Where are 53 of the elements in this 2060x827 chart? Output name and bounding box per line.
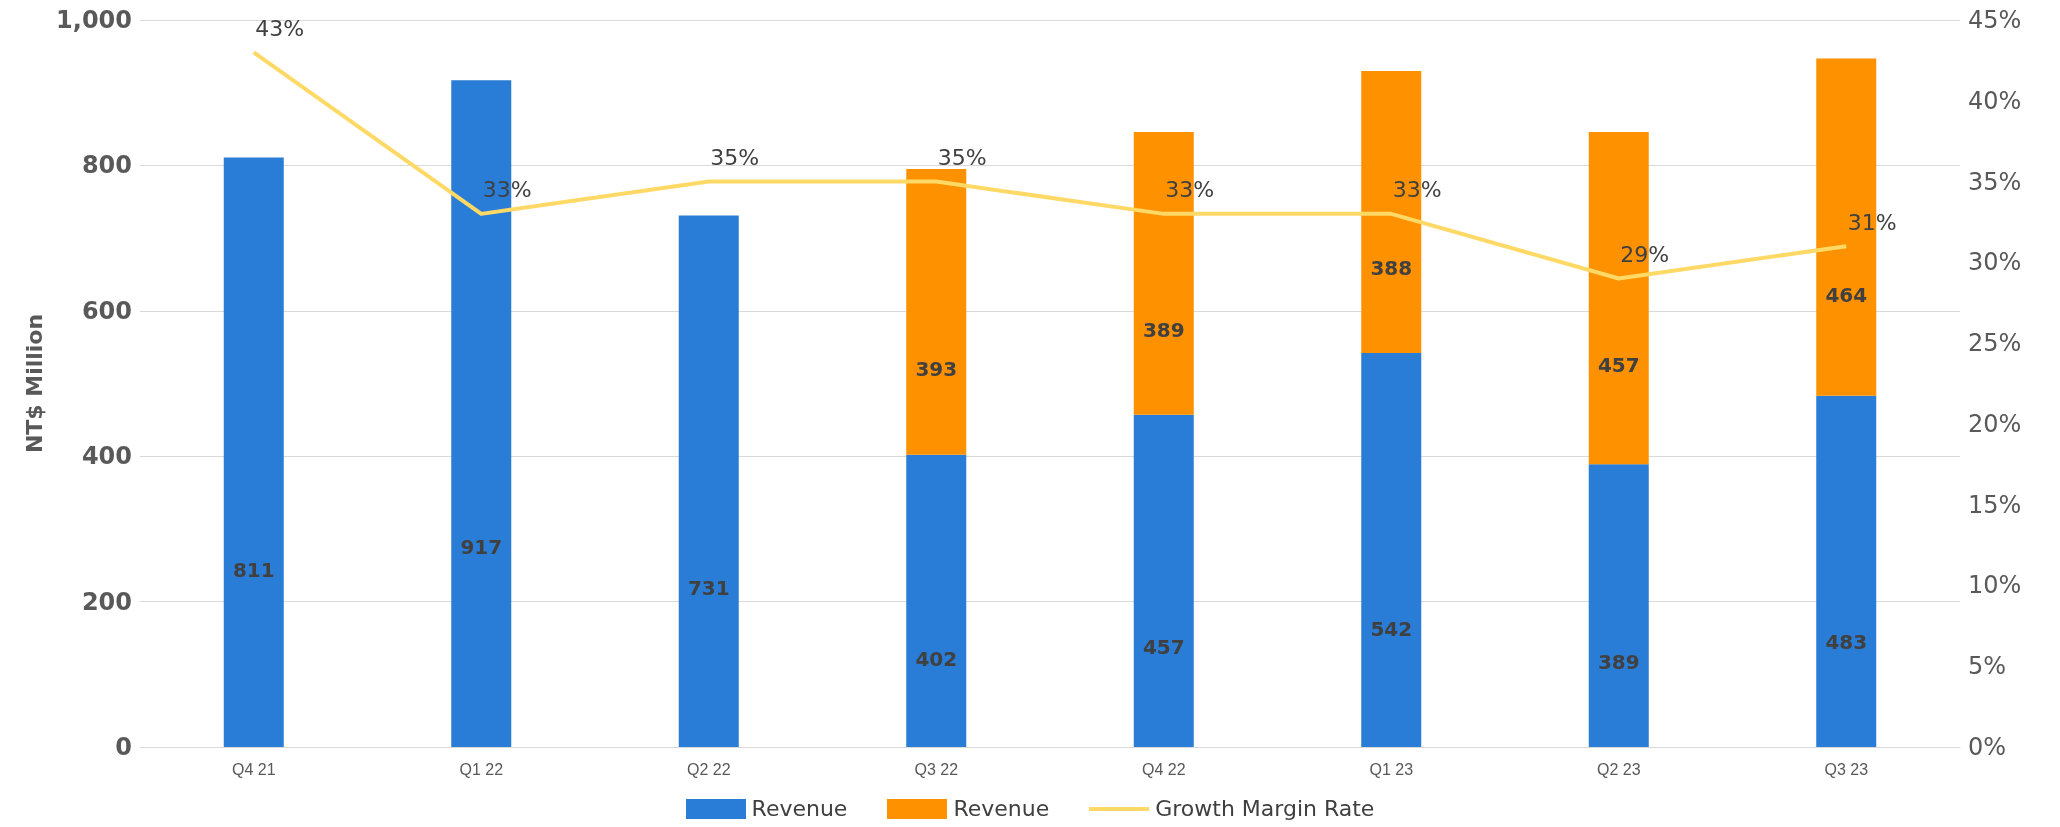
line-series — [251, 50, 1849, 281]
y2-tick-label: 15% — [1968, 490, 2022, 519]
data-label: 388 — [1370, 256, 1413, 281]
bar — [1133, 414, 1194, 747]
y2-tick-label: 20% — [1968, 409, 2022, 438]
x-tick-label: Q4 21 — [231, 760, 276, 778]
data-label: 35% — [710, 145, 760, 171]
y2-tick-label: 25% — [1968, 329, 2022, 358]
y2-tick-label: 0% — [1968, 733, 2007, 761]
data-label: 464 — [1825, 282, 1868, 307]
data-label: 811 — [232, 558, 275, 583]
y-axis-title: NT$ Million — [21, 313, 47, 454]
data-label: 917 — [460, 535, 503, 559]
x-tick-label: Q1 23 — [1369, 760, 1414, 778]
bar — [906, 454, 967, 747]
y-tick-label: 0 — [115, 733, 132, 761]
x-tick-label: Q2 23 — [1596, 760, 1641, 778]
y-tick-label: 400 — [81, 442, 132, 471]
data-label: 542 — [1370, 616, 1413, 641]
bar — [1361, 352, 1422, 747]
bar — [678, 215, 739, 747]
y2-tick-label: 45% — [1968, 6, 2022, 34]
y2-tick-label: 30% — [1968, 248, 2022, 277]
y2-tick-label: 40% — [1968, 86, 2022, 115]
x-tick-label: Q2 22 — [686, 760, 731, 778]
bar — [906, 169, 967, 455]
y-tick-label: 800 — [81, 151, 132, 180]
legend-label: Revenue — [751, 796, 848, 821]
x-tick-label: Q3 23 — [1824, 760, 1869, 778]
bar — [1816, 395, 1877, 747]
data-label: 402 — [915, 647, 958, 672]
bar — [1588, 464, 1649, 747]
data-label: 731 — [687, 575, 730, 600]
x-tick-label: Q3 22 — [914, 760, 959, 778]
data-label: 393 — [915, 357, 958, 382]
y2-tick-label: 35% — [1968, 167, 2022, 196]
y-tick-label: 200 — [81, 587, 132, 616]
x-tick-label: Q4 22 — [1141, 760, 1186, 778]
data-label: 457 — [1597, 352, 1640, 377]
y-tick-label: 600 — [81, 296, 132, 325]
x-tick-label: Q1 22 — [459, 760, 504, 778]
y-tick-label: 1,000 — [56, 6, 132, 34]
data-label: 457 — [1142, 635, 1185, 660]
y2-tick-label: 5% — [1968, 652, 2007, 681]
legend-label: Growth Margin Rate — [1155, 796, 1375, 821]
data-label: 35% — [937, 145, 987, 171]
legend-label: Revenue — [953, 796, 1050, 821]
data-label: 389 — [1142, 317, 1185, 342]
bar — [223, 157, 284, 747]
y2-tick-label: 10% — [1968, 571, 2022, 600]
data-label: 389 — [1597, 650, 1640, 675]
data-label: 43% — [255, 15, 305, 41]
data-label: 483 — [1825, 629, 1868, 654]
